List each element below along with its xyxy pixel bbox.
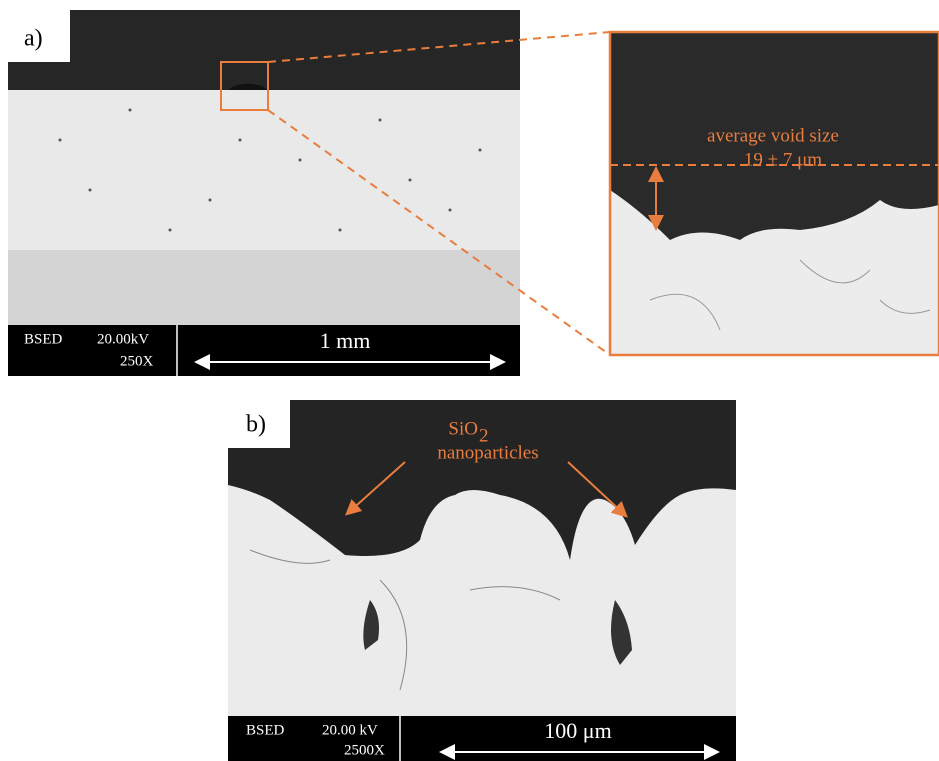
scale-bar-strip bbox=[8, 325, 520, 376]
detector: BSED bbox=[24, 331, 63, 347]
panel-label: b) bbox=[246, 412, 266, 438]
panel-label: a) bbox=[24, 26, 43, 52]
panel-b: b) SiO 2 nanoparticles BSED 20.00 kV 250… bbox=[228, 400, 736, 761]
sem-coating bbox=[8, 90, 520, 250]
inset: average void size 19 ± 7 μm bbox=[610, 32, 939, 355]
scale-bar-strip bbox=[228, 716, 736, 761]
sem-resin bbox=[8, 10, 520, 90]
magnification: 2500X bbox=[344, 742, 385, 758]
scale-length: 100 μm bbox=[544, 718, 611, 743]
detector: BSED bbox=[246, 722, 285, 738]
panel-a: a) BSED 20.00kV 250X 1 mm bbox=[8, 10, 520, 376]
sem-substrate bbox=[8, 250, 520, 325]
scale-length: 1 mm bbox=[320, 328, 371, 353]
annotation: SiO bbox=[448, 418, 478, 439]
voltage: 20.00kV bbox=[97, 331, 149, 347]
magnification: 250X bbox=[120, 353, 154, 369]
annotation: average void size bbox=[707, 125, 839, 146]
voltage: 20.00 kV bbox=[322, 722, 378, 738]
annotation: nanoparticles bbox=[437, 442, 538, 463]
figure: a) BSED 20.00kV 250X 1 mm average void s… bbox=[0, 0, 939, 761]
annotation: 19 ± 7 μm bbox=[744, 149, 822, 170]
